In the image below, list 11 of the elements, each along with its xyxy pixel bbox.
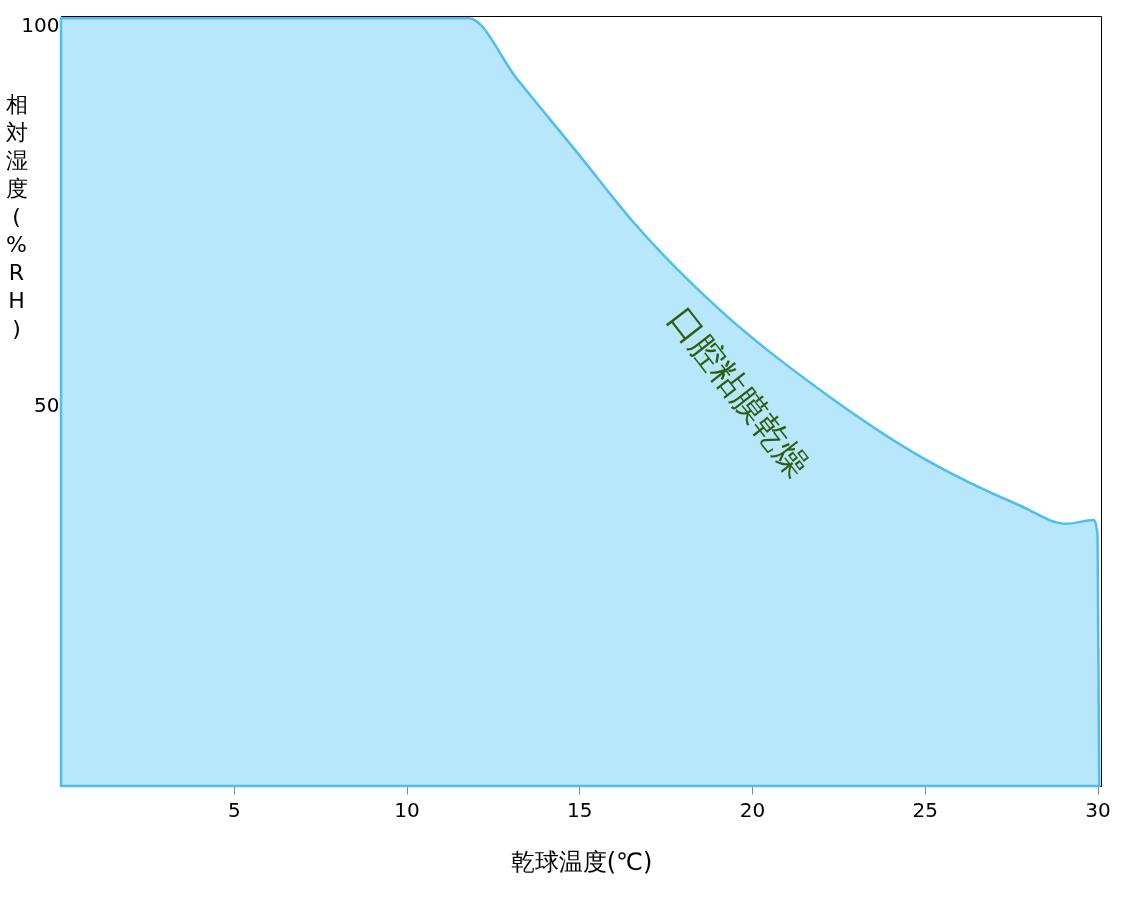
y-tick-label: 50 (34, 393, 60, 418)
x-tick-label: 20 (739, 797, 766, 822)
x-tick-label: 15 (567, 797, 593, 822)
annotation: 口腔粘膜乾燥 (661, 299, 819, 485)
x-tick-label: 5 (227, 797, 241, 822)
text: 相対湿度(%RH) (5, 91, 28, 341)
y-tick-label: 100 (21, 13, 60, 38)
x-tick-label: 30 (1085, 797, 1111, 822)
x-tick-label: 10 (394, 797, 420, 822)
x-tick-label: 25 (912, 797, 939, 822)
x-axis-title: 乾球温度(℃) (510, 847, 653, 876)
